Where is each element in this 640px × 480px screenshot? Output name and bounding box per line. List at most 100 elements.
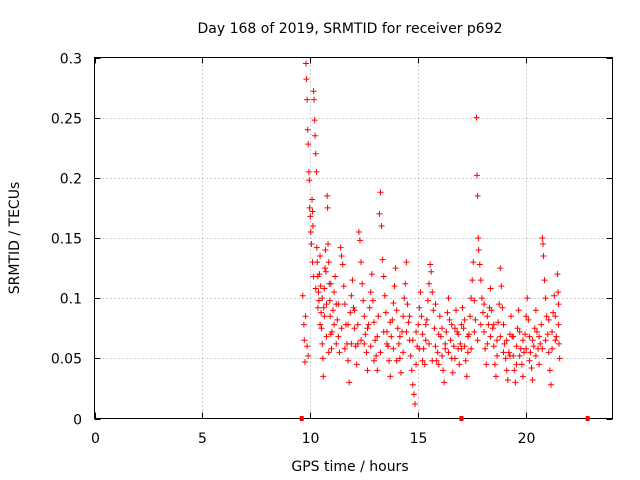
data-point [516,328,523,335]
data-point [328,345,335,352]
data-point [306,204,313,211]
data-point [372,337,379,344]
data-point [374,333,381,340]
data-point [504,376,511,383]
data-point [464,349,471,356]
x-tick-label: 20 [518,431,536,447]
data-point [304,96,311,103]
data-point [368,271,375,278]
data-point [311,117,318,124]
data-point [306,177,313,184]
data-point [539,235,546,241]
data-point [460,325,467,332]
data-point [354,321,361,328]
data-point [513,361,520,368]
data-point [305,168,312,175]
data-points [299,60,563,408]
data-point [367,289,374,296]
data-point [304,126,311,133]
data-point [396,355,403,362]
data-point [546,367,553,374]
data-point [374,367,381,374]
data-point [417,289,424,296]
data-point [521,349,528,356]
data-point [299,292,306,299]
data-point [400,349,407,356]
data-point [308,241,315,248]
data-point [301,358,308,365]
data-point [358,259,365,266]
data-point [480,309,486,316]
data-point [327,280,334,287]
data-point [381,292,388,299]
data-point [502,355,509,362]
data-point [406,313,413,320]
y-tick-label: 0.15 [51,232,82,248]
data-point [390,345,397,352]
data-point [438,352,445,359]
data-point [451,355,458,362]
data-point [438,325,445,332]
data-point [477,321,484,328]
data-point [519,373,526,380]
data-point [499,304,506,311]
data-point [542,295,549,302]
data-point [448,321,455,328]
data-point [348,340,355,347]
data-point [485,321,492,328]
data-point [392,265,399,272]
data-point [549,345,556,352]
data-point [339,261,346,268]
zero-markers [299,416,590,421]
data-point [543,313,550,320]
data-point [404,301,411,308]
data-point [538,321,545,328]
data-point [402,280,409,287]
axis-ticks [94,57,613,420]
data-point [506,352,513,359]
data-point [410,391,417,398]
data-point [547,381,554,388]
data-point [314,304,321,311]
data-point [527,349,534,356]
data-point [552,313,559,320]
data-point [364,367,371,374]
data-point [377,349,384,356]
data-point [459,304,466,311]
data-point [346,379,353,386]
data-point [482,345,489,352]
data-point [388,333,395,340]
data-point [393,357,400,364]
data-point [476,261,483,268]
data-point [503,337,510,344]
data-point [484,313,491,320]
data-point [510,333,517,340]
data-point [360,297,367,304]
data-point [533,328,540,335]
data-point [400,313,407,320]
data-point [497,265,504,272]
data-point [395,340,402,347]
data-point [303,76,310,83]
data-point [501,340,508,347]
data-point [442,340,449,347]
data-point [304,343,311,350]
data-point [529,376,536,383]
data-point [419,331,426,338]
data-point [434,349,441,356]
data-point [325,349,332,356]
data-point [505,349,512,356]
data-point [373,352,380,359]
data-point [453,307,460,314]
data-point [315,289,322,296]
data-point [319,340,326,347]
data-point [333,340,340,347]
data-point [407,352,414,359]
y-axis-label: SRMTID / TECUs [7,182,23,295]
data-point [380,273,387,280]
data-point [341,345,348,352]
data-point [545,349,552,356]
data-point [377,189,384,196]
data-point [523,313,530,320]
data-point [491,361,498,368]
